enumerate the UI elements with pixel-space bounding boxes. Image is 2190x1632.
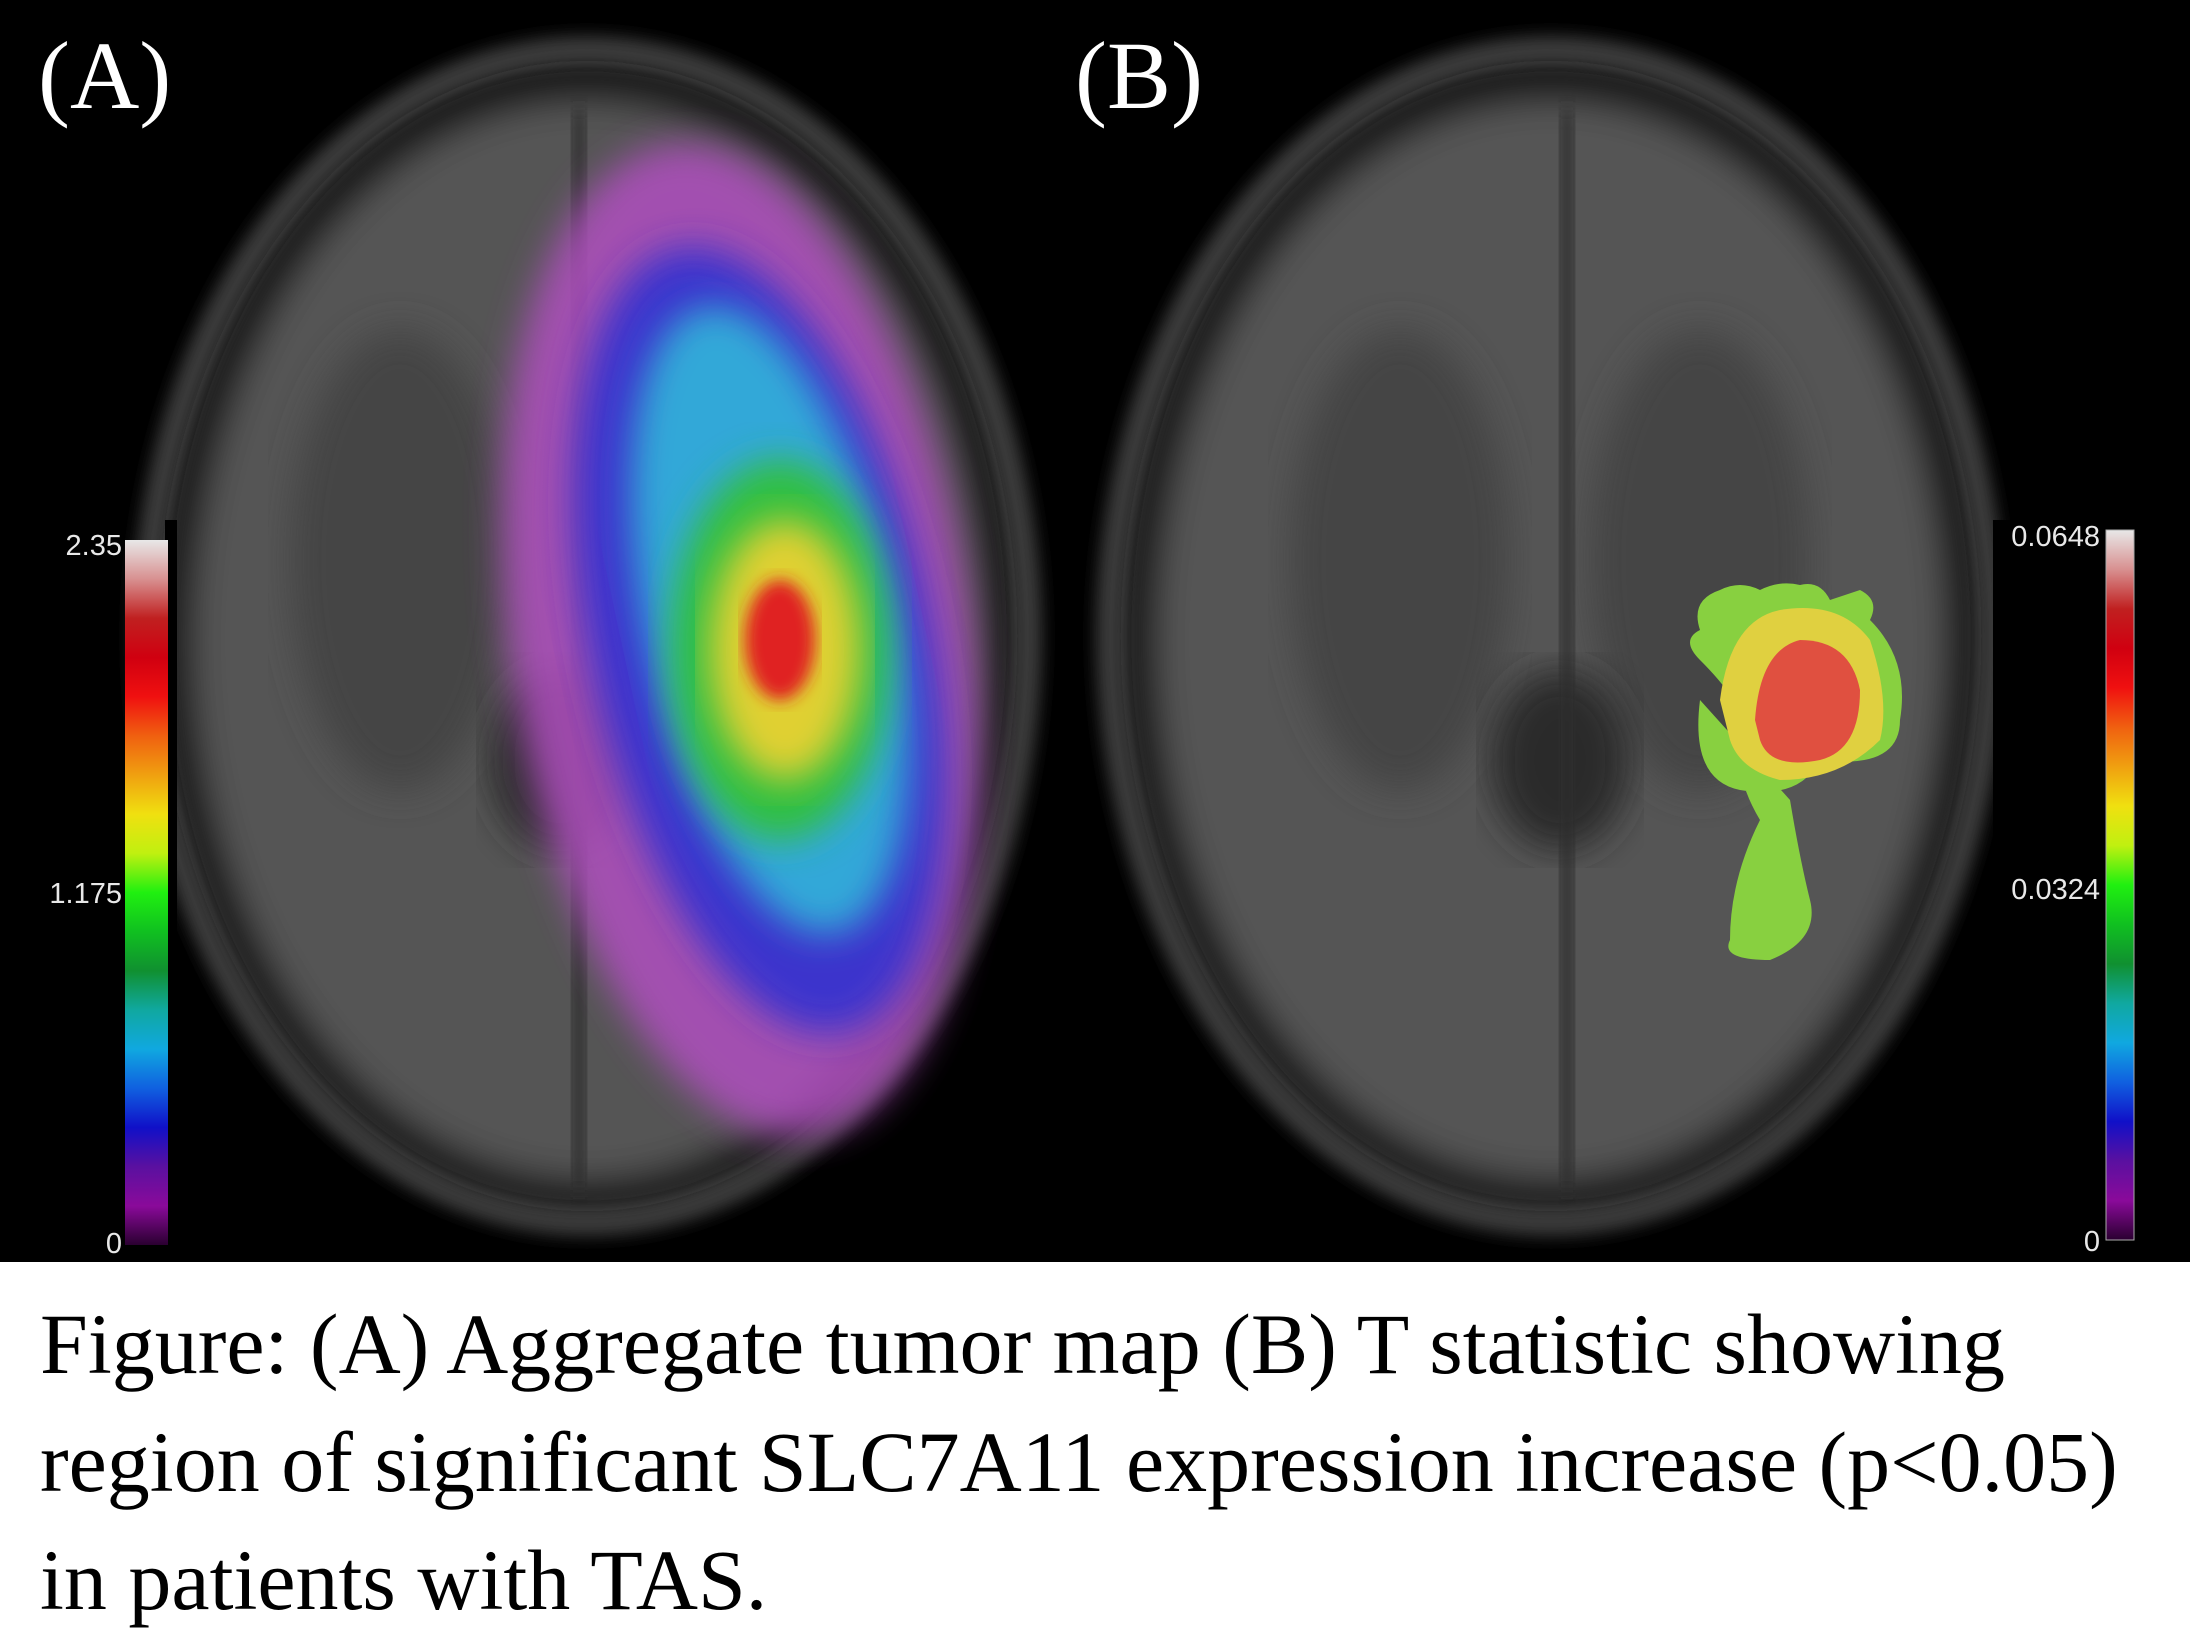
panel-label-b: (B) <box>1075 22 1203 129</box>
figure-image: (A) (B) 2.35 1.175 0 0.0648 0.0324 0 <box>0 0 2190 1262</box>
figure-caption: Figure: (A) Aggregate tumor map (B) T st… <box>40 1296 2118 1628</box>
colorbar-b-mid-label: 0.0324 <box>2011 874 2100 906</box>
brain-slice-a <box>132 36 1042 1236</box>
colorbar-b-max-label: 0.0648 <box>2011 521 2100 553</box>
colorbar-b <box>2105 529 2135 1241</box>
colorbar-a <box>125 540 168 1245</box>
brain-slice-b <box>1096 36 2006 1236</box>
colorbar-a-min-label: 0 <box>105 1228 122 1260</box>
significance-overlay-b <box>1690 583 1902 960</box>
panel-label-a: (A) <box>38 22 172 129</box>
colorbar-a-max-label: 2.35 <box>65 530 122 562</box>
colorbar-b-min-label: 0 <box>2083 1226 2100 1258</box>
colorbar-a-mid-label: 1.175 <box>49 878 122 910</box>
tumor-overlay-a <box>501 143 979 1137</box>
brain-mri-slices <box>125 36 2135 1245</box>
